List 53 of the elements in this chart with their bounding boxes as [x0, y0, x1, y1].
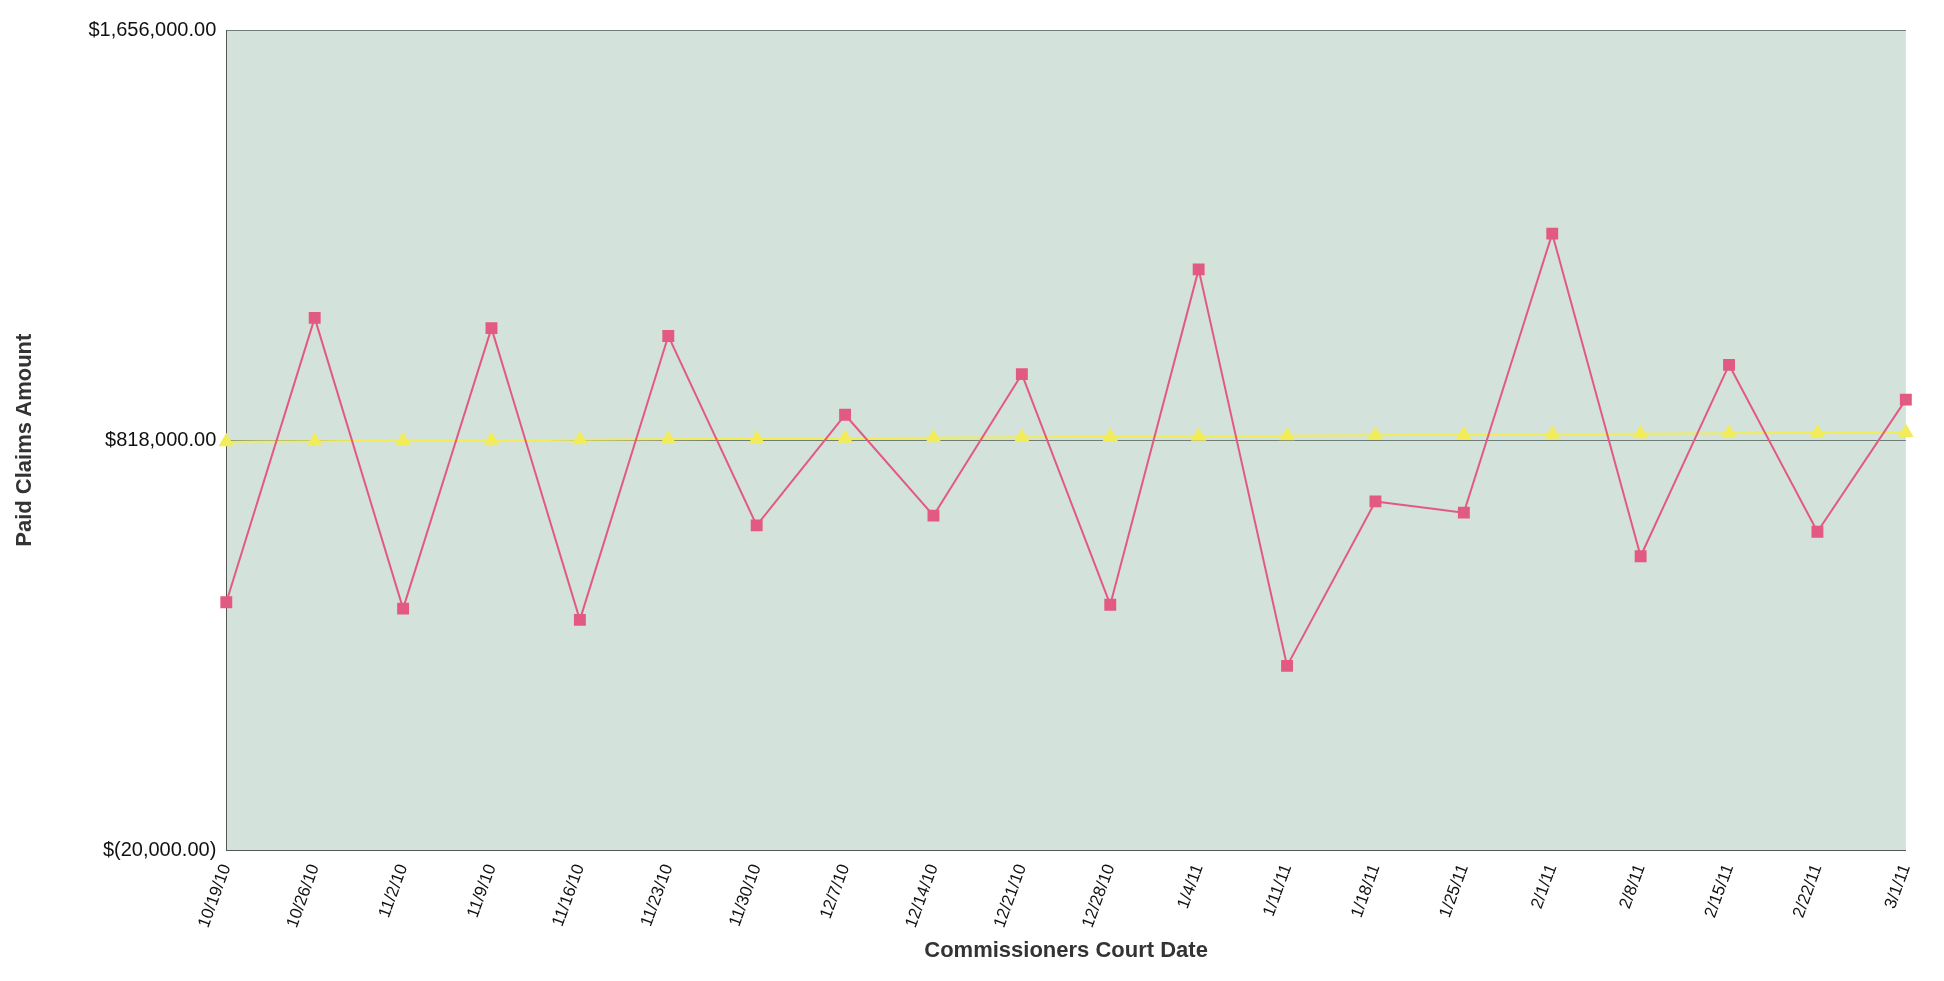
- y-axis-title: Paid Claims Amount: [11, 333, 37, 547]
- point: [485, 322, 498, 335]
- y-tick-label: $818,000.00: [105, 427, 217, 450]
- point: [1721, 425, 1737, 438]
- point: [1368, 427, 1383, 440]
- point: [749, 430, 764, 444]
- point: [926, 429, 941, 443]
- point: [1104, 598, 1117, 611]
- point: [572, 431, 587, 445]
- point: [1810, 424, 1825, 438]
- point: [1191, 428, 1206, 441]
- point: [573, 613, 586, 626]
- point: [1457, 506, 1470, 519]
- point: [308, 311, 321, 324]
- point: [1545, 426, 1560, 439]
- x-tick-label: 11/2/10: [374, 861, 412, 921]
- point: [1014, 429, 1029, 442]
- point: [397, 602, 410, 615]
- x-tick-label: 1/4/11: [1173, 861, 1207, 912]
- point: [484, 432, 499, 445]
- x-tick-label: 2/1/11: [1526, 861, 1561, 912]
- point: [1634, 550, 1647, 563]
- point: [1369, 495, 1382, 508]
- x-tick-label: 1/25/11: [1435, 861, 1473, 921]
- point: [838, 430, 853, 443]
- point: [1898, 424, 1913, 437]
- point: [1723, 358, 1735, 371]
- point: [662, 330, 675, 342]
- point: [1811, 525, 1824, 538]
- point: [1281, 659, 1294, 672]
- point: [839, 408, 852, 421]
- point: [396, 432, 411, 446]
- x-tick-label: 2/8/11: [1615, 861, 1649, 912]
- point: [1546, 227, 1559, 240]
- y-tick-label: $(20,000.00): [102, 837, 217, 860]
- y-tick-label: $1,656,000.00: [88, 17, 217, 40]
- point: [1192, 263, 1205, 276]
- point: [220, 596, 233, 609]
- point: [661, 431, 676, 444]
- point: [1899, 393, 1912, 406]
- point: [1279, 427, 1295, 441]
- x-tick-label: 11/9/10: [462, 861, 500, 921]
- point: [927, 509, 940, 522]
- point: [1103, 428, 1118, 442]
- point: [1015, 368, 1028, 381]
- point: [1456, 426, 1471, 440]
- point: [219, 433, 234, 447]
- x-tick-label: 3/1/11: [1880, 861, 1914, 912]
- x-tick-label: 1/11/11: [1258, 861, 1296, 919]
- point: [307, 433, 322, 446]
- point: [1633, 425, 1648, 439]
- point: [750, 519, 763, 532]
- x-axis-title: Commissioners Court Date: [924, 936, 1208, 962]
